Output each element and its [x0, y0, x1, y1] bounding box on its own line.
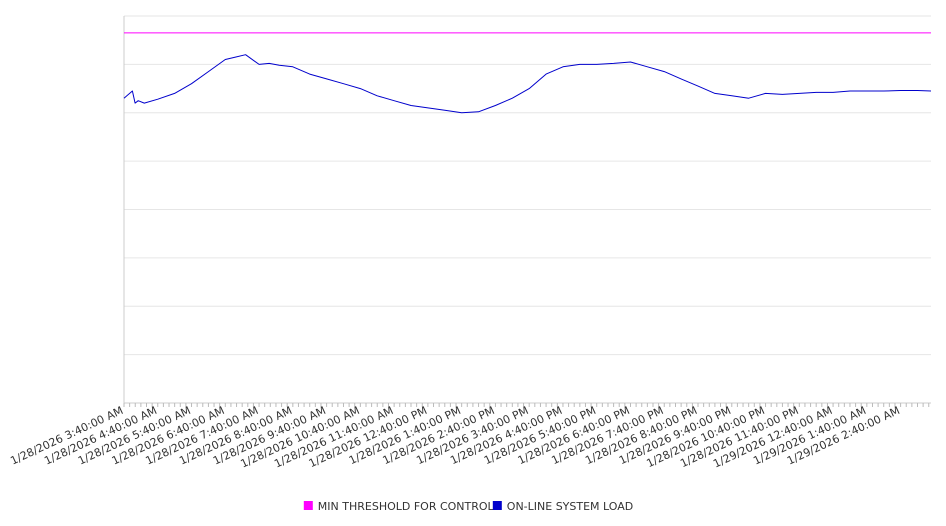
x-axis-tick-labels: 1/28/2026 3:40:00 AM1/28/2026 4:40:00 AM…	[8, 404, 901, 471]
grid	[124, 15, 931, 356]
series-line-online-system-load	[123, 54, 932, 114]
legend-item-label[interactable]: ON-LINE SYSTEM LOAD	[507, 500, 633, 513]
series-lines	[123, 32, 932, 114]
axes	[123, 16, 931, 407]
legend: MIN THRESHOLD FOR CONTROL ON-LINE SYSTEM …	[303, 500, 633, 513]
legend-item-label[interactable]: MIN THRESHOLD FOR CONTROL	[318, 500, 495, 513]
legend-swatch	[492, 501, 502, 510]
legend-swatch	[303, 501, 313, 510]
